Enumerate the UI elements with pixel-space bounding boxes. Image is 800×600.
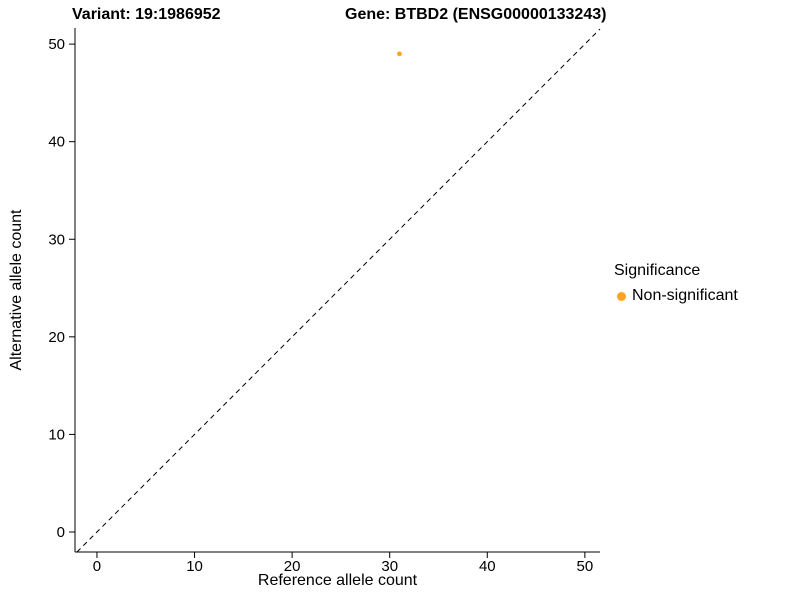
x-tick-label: 40 [479,558,496,575]
x-tick-label: 10 [186,558,203,575]
legend-entries: Non-significant [614,287,738,305]
y-axis-title: Alternative allele count [8,209,25,371]
y-tick-label: 0 [57,524,65,541]
plot-title-gene: Gene: BTBD2 (ENSG00000133243) [345,6,607,23]
y-tick-label: 40 [48,134,65,151]
data-point [397,51,402,57]
x-tick-label: 0 [93,558,101,575]
x-axis-title: Reference allele count [257,572,418,589]
legend-point-swatch [617,291,626,301]
legend-entry: Non-significant [614,287,738,305]
identity-line [76,28,601,553]
x-tick-label: 50 [577,558,594,575]
plot-title-variant: Variant: 19:1986952 [72,6,221,23]
y-tick-label: 50 [48,36,65,53]
y-tick-label: 30 [48,231,65,248]
x-tick-label: 30 [381,558,398,575]
legend: Significance Non-significant [614,262,738,305]
legend-entry-label: Non-significant [632,287,738,304]
y-tick-label: 10 [48,426,65,443]
x-tick-label: 20 [284,558,301,575]
y-tick-label: 20 [48,329,65,346]
legend-title: Significance [614,262,701,279]
